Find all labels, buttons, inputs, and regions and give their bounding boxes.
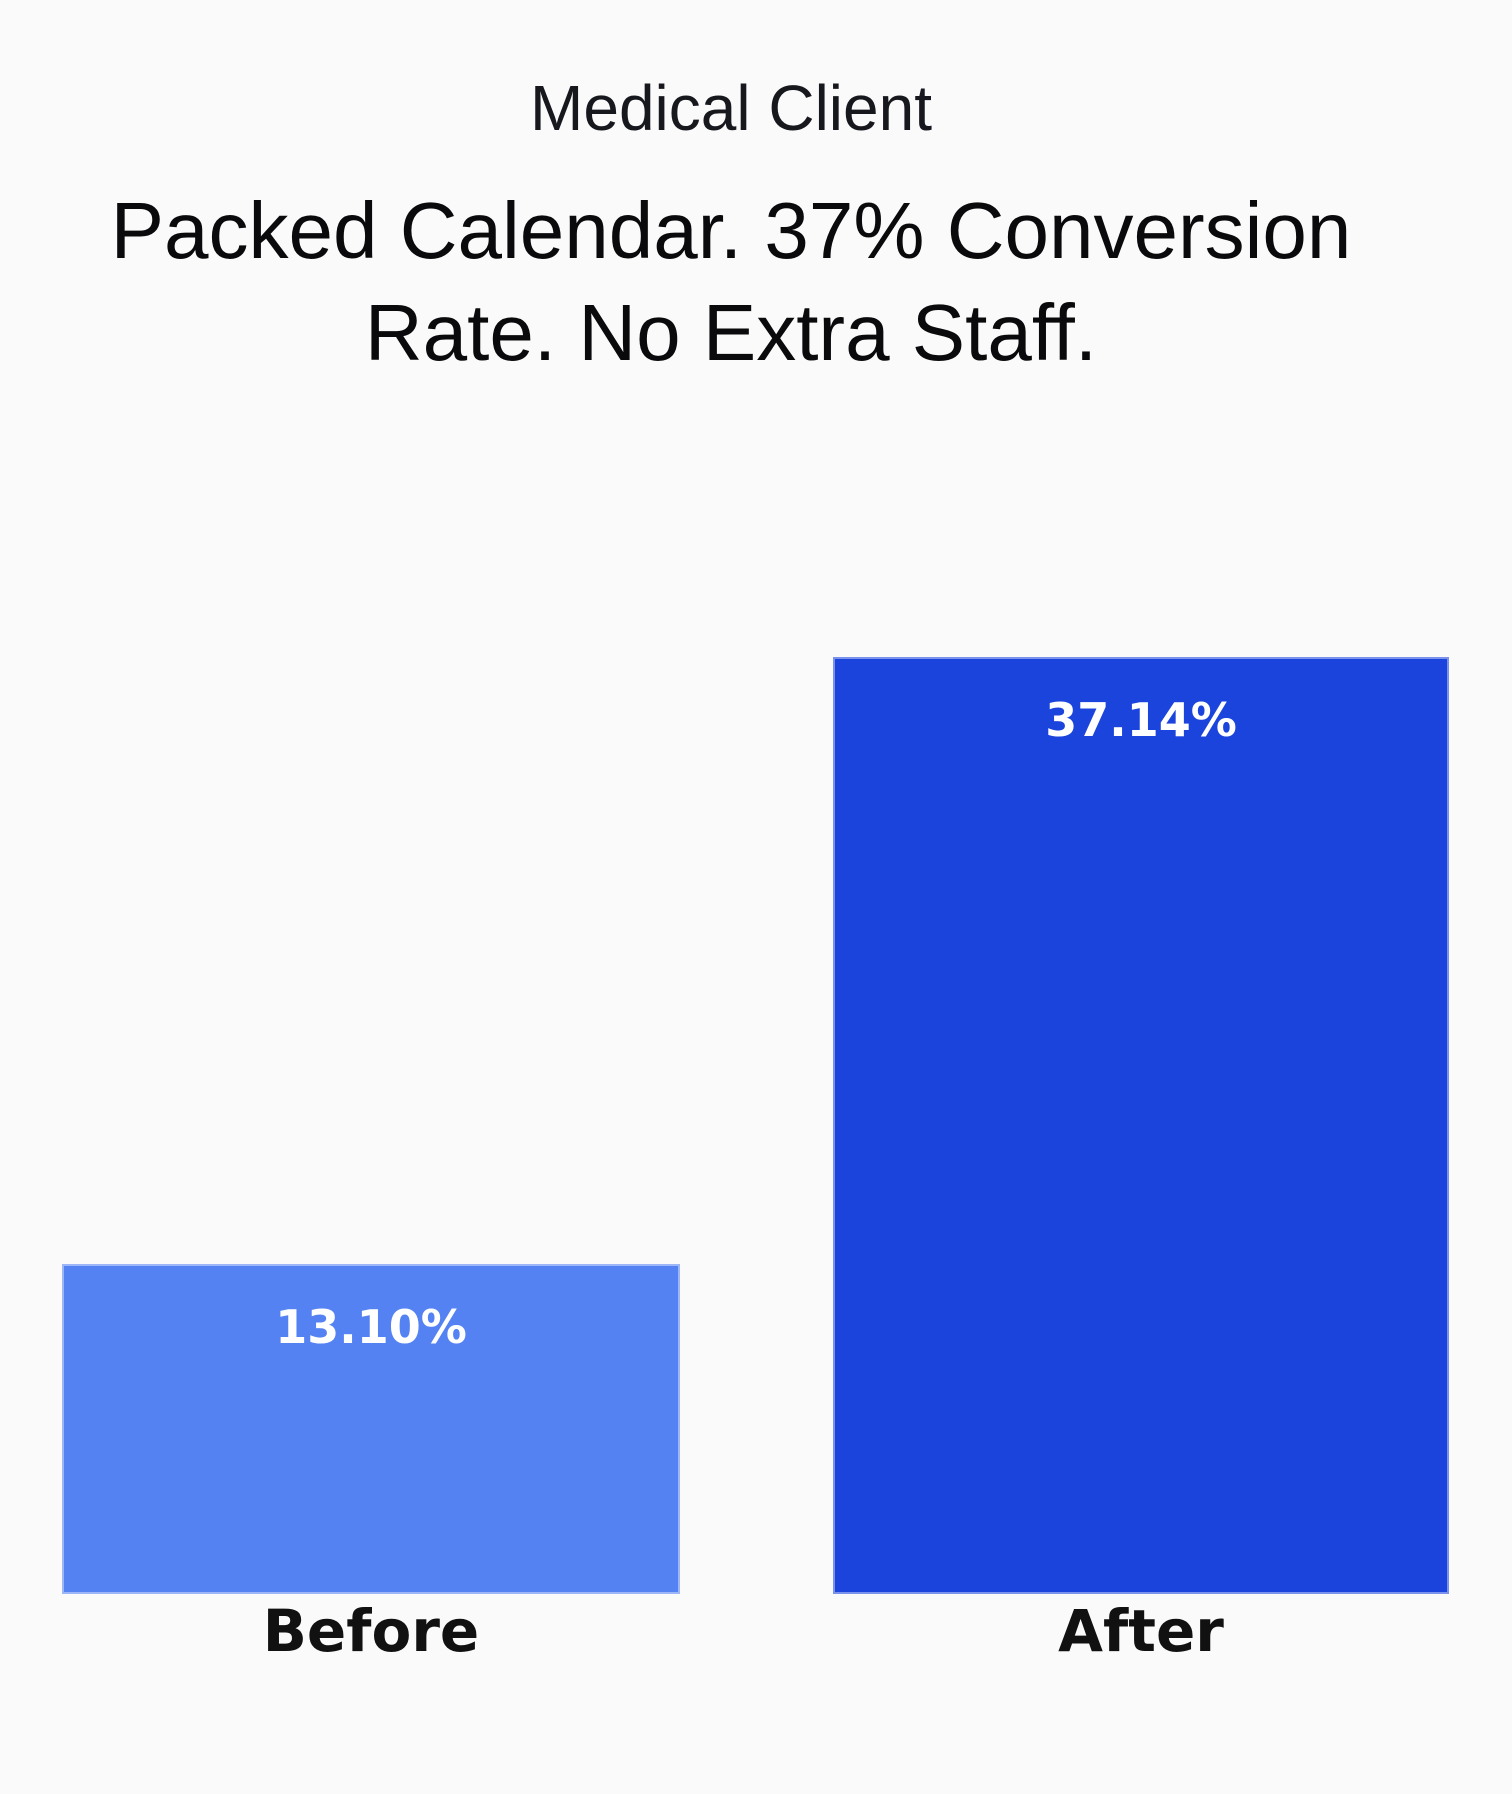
bar-after: 37.14% (833, 657, 1449, 1594)
headline-line-2: Rate. No Extra Staff. (364, 288, 1098, 378)
bar-value-label-before: 13.10% (275, 1300, 467, 1354)
bar-before: 13.10% (62, 1264, 680, 1594)
bar-value-label-after: 37.14% (1045, 693, 1237, 747)
x-tick-label-after: After (1058, 1597, 1224, 1665)
bar-chart-plot-area: 13.10% Before 37.14% After (62, 657, 1449, 1660)
x-tick-label-before: Before (262, 1597, 480, 1665)
headline-line-1: Packed Calendar. 37% Conversion (110, 186, 1352, 275)
headline: Packed Calendar. 37% Conversion Rate. No … (0, 180, 1487, 385)
client-subtitle: Medical Client (530, 72, 932, 144)
